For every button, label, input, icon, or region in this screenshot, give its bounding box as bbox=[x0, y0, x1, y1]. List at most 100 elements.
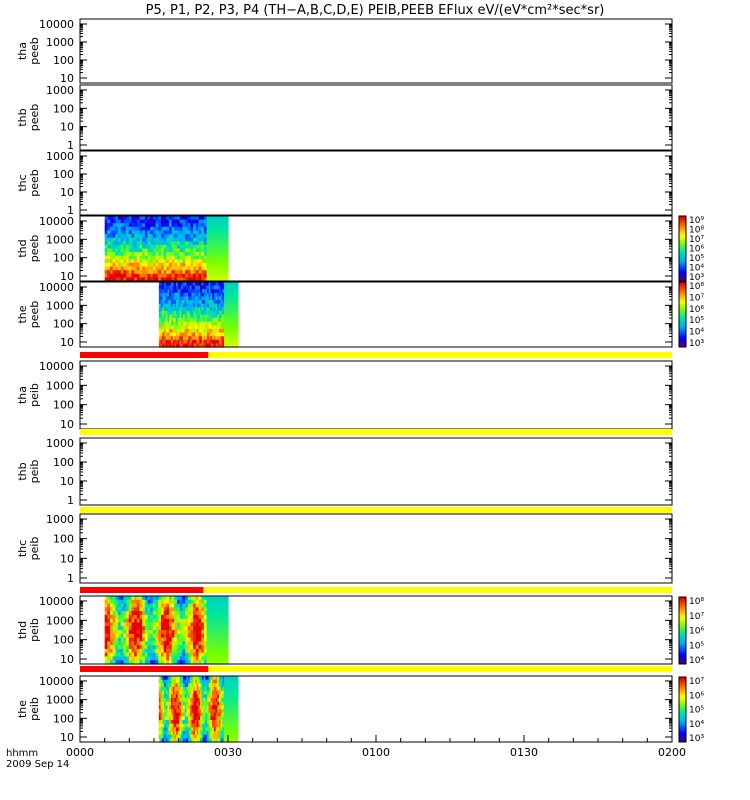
spectrogram-cell bbox=[211, 223, 216, 228]
spectrogram-cell bbox=[225, 289, 229, 294]
spectrogram-cell bbox=[225, 694, 229, 699]
spectrogram-cell bbox=[164, 738, 167, 743]
spectrogram-cell bbox=[203, 321, 206, 326]
spectrogram-cell bbox=[190, 216, 194, 221]
spectrogram-cell bbox=[189, 336, 193, 341]
spectrogram-cell bbox=[210, 339, 213, 344]
spectrogram-cell bbox=[142, 226, 146, 231]
spectrogram-cell bbox=[161, 652, 165, 658]
spectrogram-cell bbox=[174, 282, 177, 287]
spectrogram-cell bbox=[211, 637, 216, 642]
spectrogram-cell bbox=[104, 234, 108, 239]
spectrogram-cell bbox=[227, 716, 230, 721]
spectrogram-cell bbox=[186, 727, 189, 732]
spectrogram-cell bbox=[160, 307, 163, 312]
spectrogram-cell bbox=[110, 219, 114, 224]
spectrogram-cell bbox=[176, 318, 179, 323]
spectrogram-cell bbox=[144, 626, 149, 631]
spectrogram-cell bbox=[107, 622, 111, 627]
spectrogram-cell bbox=[198, 300, 201, 305]
spectrogram-cell bbox=[229, 676, 232, 681]
spectrogram-cell bbox=[193, 614, 197, 620]
spectrogram-cell bbox=[104, 230, 108, 235]
spectrogram-cell bbox=[189, 734, 193, 739]
spectrogram-cell bbox=[107, 633, 111, 639]
spectrogram-cell bbox=[163, 626, 167, 631]
spectrogram-cell bbox=[190, 599, 194, 605]
spectrogram-cell bbox=[232, 734, 235, 739]
spectrogram-cell bbox=[206, 234, 210, 239]
y-axis-product-label: peib bbox=[28, 697, 41, 721]
y-axis-probe-label: thd bbox=[16, 621, 29, 639]
spectrogram-cell bbox=[161, 611, 165, 616]
colorbar-swatch bbox=[679, 692, 686, 695]
spectrogram-cell bbox=[211, 652, 216, 658]
colorbar-swatch bbox=[679, 299, 686, 302]
spectrogram-cell bbox=[179, 687, 182, 692]
colorbar-swatch bbox=[679, 314, 686, 318]
spectrogram-cell bbox=[191, 676, 194, 681]
spectrogram-cell bbox=[231, 339, 234, 344]
spectrogram-cell bbox=[220, 314, 223, 319]
spectrogram-cell bbox=[227, 321, 230, 326]
mode-bar-yellow bbox=[80, 587, 672, 593]
spectrogram-cell bbox=[189, 720, 193, 725]
spectrogram-cell bbox=[198, 252, 202, 257]
spectrogram-cell bbox=[193, 599, 197, 605]
spectrogram-cell bbox=[110, 630, 114, 635]
colorbar-tick-label: 10⁴ bbox=[689, 656, 704, 666]
spectrogram-cell bbox=[225, 687, 229, 692]
spectrogram-cell bbox=[203, 244, 208, 250]
spectrogram-cell bbox=[187, 255, 192, 260]
spectrogram-cell bbox=[195, 237, 200, 242]
spectrogram-cell bbox=[191, 694, 194, 699]
spectrogram-cell bbox=[131, 596, 135, 601]
spectrogram-cell bbox=[222, 332, 225, 337]
spectrogram-cell bbox=[126, 596, 130, 601]
spectrogram-cell bbox=[188, 712, 191, 717]
spectrogram-cell bbox=[147, 622, 151, 627]
spectrogram-cell bbox=[164, 285, 167, 290]
spectrogram-cell bbox=[201, 701, 205, 706]
spectrogram-cell bbox=[195, 712, 198, 717]
spectrogram-cell bbox=[142, 637, 146, 642]
spectrogram-cell bbox=[147, 633, 151, 639]
spectrogram-cell bbox=[174, 734, 177, 739]
spectrogram-cell bbox=[229, 701, 232, 706]
spectrogram-cell bbox=[236, 296, 239, 301]
spectrogram-cell bbox=[187, 641, 192, 646]
spectrogram-cell bbox=[169, 300, 172, 305]
spectrogram-cell bbox=[220, 307, 223, 312]
mode-bar-red bbox=[80, 352, 209, 358]
spectrogram-cell bbox=[234, 720, 237, 725]
spectrogram-cell bbox=[115, 262, 119, 268]
spectrogram-cell bbox=[220, 226, 224, 231]
spectrogram-cell bbox=[203, 701, 206, 706]
spectrogram-cell bbox=[182, 219, 186, 224]
spectrogram-cell bbox=[222, 223, 226, 228]
spectrogram-cell bbox=[104, 237, 108, 242]
spectrogram-cell bbox=[217, 300, 220, 305]
spectrogram-cell bbox=[107, 270, 111, 275]
spectrogram-cell bbox=[234, 709, 237, 714]
spectrogram-cell bbox=[171, 277, 175, 282]
spectrogram-cell bbox=[134, 618, 138, 624]
spectrogram-cell bbox=[222, 325, 225, 330]
spectrogram-cell bbox=[229, 321, 232, 326]
spectrogram-cell bbox=[222, 626, 226, 631]
spectrogram-cell bbox=[196, 328, 199, 334]
spectrogram-cell bbox=[203, 723, 206, 728]
spectrogram-cell bbox=[206, 237, 210, 242]
spectrogram-cell bbox=[206, 230, 210, 235]
spectrogram-cell bbox=[170, 303, 174, 308]
spectrogram-cell bbox=[207, 282, 210, 287]
spectrogram-cell bbox=[123, 622, 127, 627]
spectrogram-cell bbox=[214, 252, 218, 257]
spectrogram-cell bbox=[171, 603, 175, 608]
spectrogram-cell bbox=[195, 687, 198, 692]
spectrogram-cell bbox=[179, 307, 182, 312]
spectrogram-cell bbox=[128, 273, 133, 278]
spectrogram-cell bbox=[224, 687, 227, 692]
spectrogram-cell bbox=[174, 701, 177, 706]
spectrogram-cell bbox=[144, 262, 149, 268]
